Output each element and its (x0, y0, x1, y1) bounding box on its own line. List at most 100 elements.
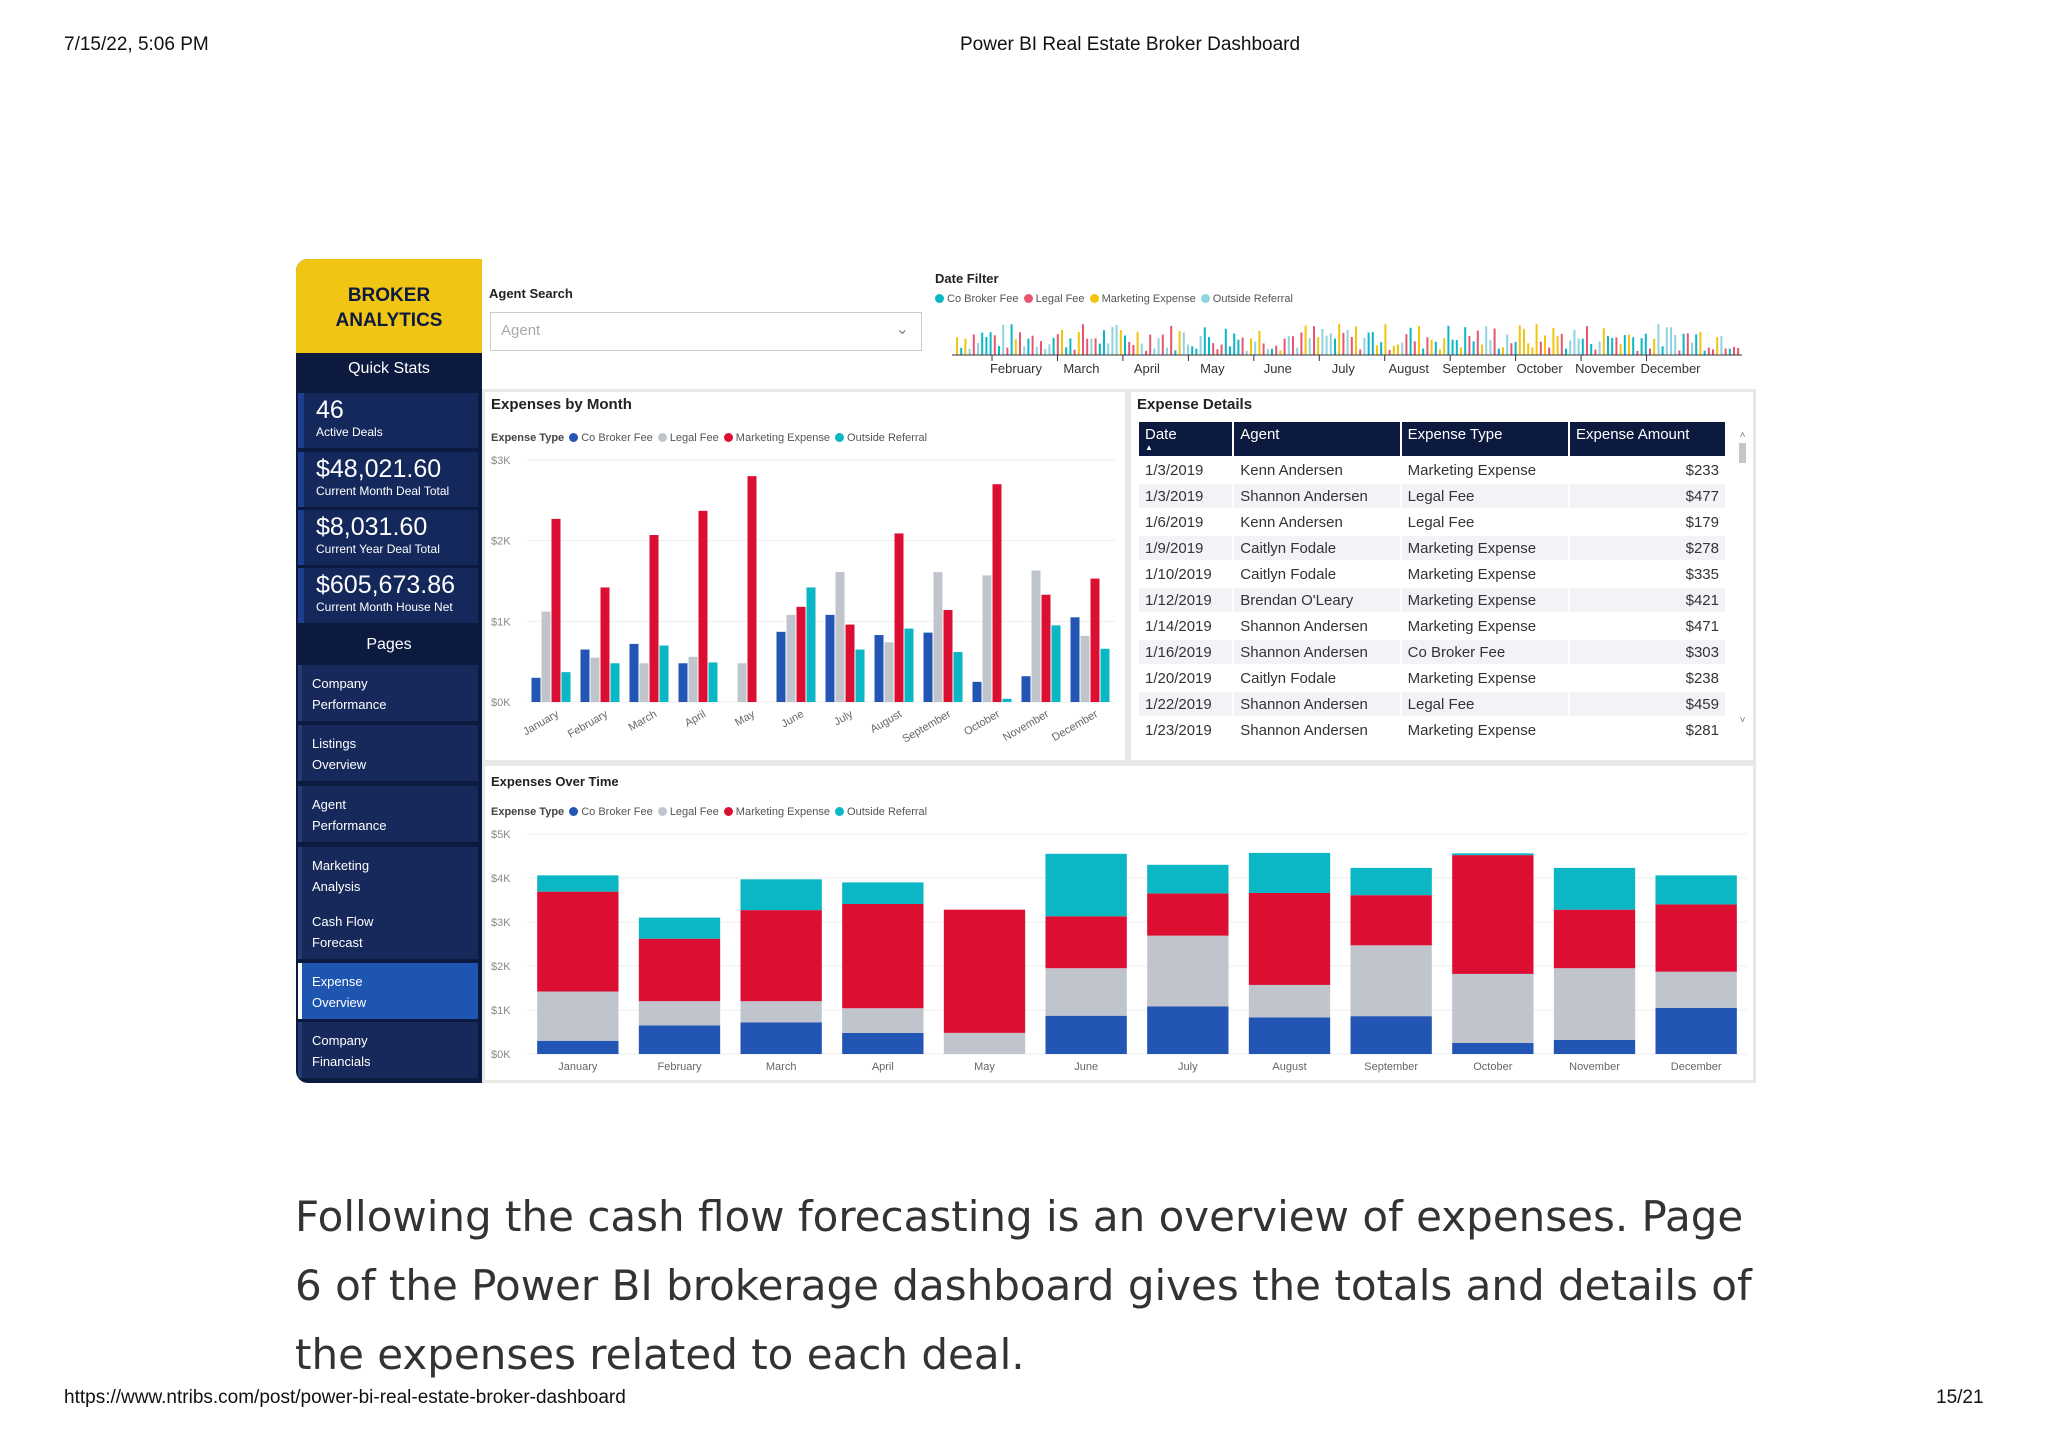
stack-marketing-expense-september[interactable] (1350, 895, 1432, 946)
bar-co-broker-fee-november[interactable] (1021, 676, 1031, 702)
stack-marketing-expense-november[interactable] (1553, 909, 1636, 969)
legend-item-outside-referral[interactable]: Outside Referral (1200, 293, 1293, 305)
bar-co-broker-fee-december[interactable] (1070, 617, 1080, 702)
bar-outside-referral-december[interactable] (1100, 648, 1110, 702)
legend-item-legal-fee[interactable]: Legal Fee (657, 432, 722, 444)
bar-co-broker-fee-march[interactable] (629, 643, 639, 702)
bar-legal-fee-september[interactable] (933, 572, 943, 702)
table-row[interactable]: 1/3/2019 Kenn Andersen Marketing Expense $2… (1139, 458, 1725, 482)
bar-legal-fee-february[interactable] (590, 657, 600, 702)
stack-co-broker-fee-december[interactable] (1655, 1007, 1737, 1054)
bar-legal-fee-october[interactable] (982, 575, 992, 702)
bar-outside-referral-november[interactable] (1051, 625, 1061, 702)
bar-co-broker-fee-august[interactable] (874, 635, 884, 702)
table-row[interactable]: 1/20/2019 Caitlyn Fodale Marketing Expense… (1139, 666, 1725, 690)
stack-legal-fee-august[interactable] (1248, 984, 1331, 1018)
agent-search-dropdown[interactable]: Agent ⌄ (490, 312, 922, 351)
date-filter-slicer[interactable]: February March April May June July August Septe… (952, 311, 1742, 389)
bar-marketing-expense-january[interactable] (551, 518, 561, 702)
stack-co-broker-fee-february[interactable] (638, 1025, 721, 1054)
legend-item-legal-fee[interactable]: Legal Fee (1023, 293, 1088, 305)
scroll-up-icon[interactable]: ˄ (1739, 430, 1746, 441)
bar-marketing-expense-november[interactable] (1041, 594, 1051, 702)
stack-outside-referral-june[interactable] (1045, 853, 1127, 917)
stack-co-broker-fee-july[interactable] (1147, 1006, 1229, 1054)
table-row[interactable]: 1/3/2019 Shannon Andersen Legal Fee $477 (1139, 484, 1725, 508)
bar-outside-referral-june[interactable] (806, 587, 816, 702)
legend-item-marketing-expense[interactable]: Marketing Expense (723, 806, 833, 818)
bar-outside-referral-august[interactable] (904, 628, 914, 702)
bar-legal-fee-april[interactable] (688, 656, 698, 702)
bar-legal-fee-january[interactable] (541, 611, 551, 702)
nav-company-financials[interactable]: Company Financials (298, 1022, 478, 1078)
bar-marketing-expense-june[interactable] (796, 606, 806, 702)
bar-legal-fee-june[interactable] (786, 614, 796, 702)
bar-marketing-expense-december[interactable] (1090, 578, 1100, 702)
nav-company-performance[interactable]: Company Performance (298, 665, 478, 721)
bar-marketing-expense-august[interactable] (894, 533, 904, 702)
column-header-expense-amount[interactable]: Expense Amount (1570, 422, 1725, 456)
bar-outside-referral-september[interactable] (953, 651, 963, 702)
bar-legal-fee-august[interactable] (884, 642, 894, 702)
stack-co-broker-fee-january[interactable] (537, 1040, 619, 1054)
stack-legal-fee-february[interactable] (638, 1001, 721, 1026)
table-row[interactable]: 1/12/2019 Brendan O'Leary Marketing Expens… (1139, 588, 1725, 612)
bar-outside-referral-january[interactable] (561, 672, 571, 702)
stack-co-broker-fee-november[interactable] (1553, 1039, 1636, 1054)
stack-legal-fee-december[interactable] (1655, 971, 1737, 1008)
bar-outside-referral-july[interactable] (855, 649, 865, 702)
legend-item-co-broker-fee[interactable]: Co Broker Fee (569, 432, 656, 444)
legend-item-outside-referral[interactable]: Outside Referral (835, 432, 927, 444)
stack-outside-referral-august[interactable] (1248, 852, 1331, 893)
bar-co-broker-fee-april[interactable] (678, 663, 688, 702)
bar-co-broker-fee-october[interactable] (972, 681, 982, 702)
stack-outside-referral-april[interactable] (842, 882, 924, 904)
stack-legal-fee-july[interactable] (1147, 935, 1229, 1007)
stack-outside-referral-november[interactable] (1553, 867, 1636, 910)
stack-marketing-expense-april[interactable] (842, 903, 924, 1009)
stack-co-broker-fee-august[interactable] (1248, 1017, 1331, 1054)
column-header-expense-type[interactable]: Expense Type (1401, 422, 1568, 456)
legend-item-marketing-expense[interactable]: Marketing Expense (723, 432, 833, 444)
bar-legal-fee-december[interactable] (1080, 635, 1090, 702)
stack-outside-referral-october[interactable] (1452, 853, 1534, 856)
bar-co-broker-fee-september[interactable] (923, 632, 933, 702)
nav-expense-overview[interactable]: Expense Overview (298, 963, 478, 1019)
stack-legal-fee-may[interactable] (943, 1032, 1026, 1054)
bar-co-broker-fee-july[interactable] (825, 614, 835, 702)
bar-marketing-expense-september[interactable] (943, 610, 953, 702)
table-scrollbar[interactable]: ˄ ˅ (1738, 430, 1747, 726)
stack-outside-referral-july[interactable] (1147, 864, 1229, 894)
legend-item-marketing-expense[interactable]: Marketing Expense (1089, 293, 1199, 305)
stack-legal-fee-june[interactable] (1045, 968, 1127, 1016)
stack-legal-fee-march[interactable] (740, 1001, 822, 1023)
bar-co-broker-fee-june[interactable] (776, 631, 786, 702)
bar-marketing-expense-march[interactable] (649, 535, 659, 702)
table-row[interactable]: 1/9/2019 Caitlyn Fodale Marketing Expense $… (1139, 536, 1725, 560)
table-row[interactable]: 1/23/2019 Shannon Andersen Marketing Expen… (1139, 718, 1725, 742)
stack-outside-referral-september[interactable] (1350, 867, 1432, 896)
bar-legal-fee-november[interactable] (1031, 570, 1041, 702)
stack-marketing-expense-march[interactable] (740, 910, 822, 1002)
scroll-down-icon[interactable]: ˅ (1739, 715, 1746, 726)
legend-item-co-broker-fee[interactable]: Co Broker Fee (935, 293, 1022, 305)
bar-legal-fee-march[interactable] (639, 663, 649, 702)
bar-outside-referral-october[interactable] (1002, 698, 1012, 702)
bar-marketing-expense-april[interactable] (698, 510, 708, 702)
stack-legal-fee-november[interactable] (1553, 968, 1636, 1040)
bar-marketing-expense-february[interactable] (600, 587, 610, 702)
bar-outside-referral-february[interactable] (610, 663, 620, 702)
bar-marketing-expense-may[interactable] (747, 476, 757, 702)
stack-marketing-expense-december[interactable] (1655, 904, 1737, 972)
bar-legal-fee-july[interactable] (835, 572, 845, 702)
scrollbar-thumb[interactable] (1739, 443, 1746, 463)
table-row[interactable]: 1/6/2019 Kenn Andersen Legal Fee $179 (1139, 510, 1725, 534)
stack-outside-referral-march[interactable] (740, 879, 822, 911)
stack-legal-fee-january[interactable] (537, 991, 619, 1041)
legend-item-outside-referral[interactable]: Outside Referral (835, 806, 927, 818)
bar-outside-referral-april[interactable] (708, 662, 718, 702)
bar-legal-fee-may[interactable] (737, 663, 747, 702)
stack-marketing-expense-january[interactable] (537, 891, 619, 992)
stack-marketing-expense-june[interactable] (1045, 916, 1127, 969)
stack-outside-referral-february[interactable] (638, 917, 721, 939)
